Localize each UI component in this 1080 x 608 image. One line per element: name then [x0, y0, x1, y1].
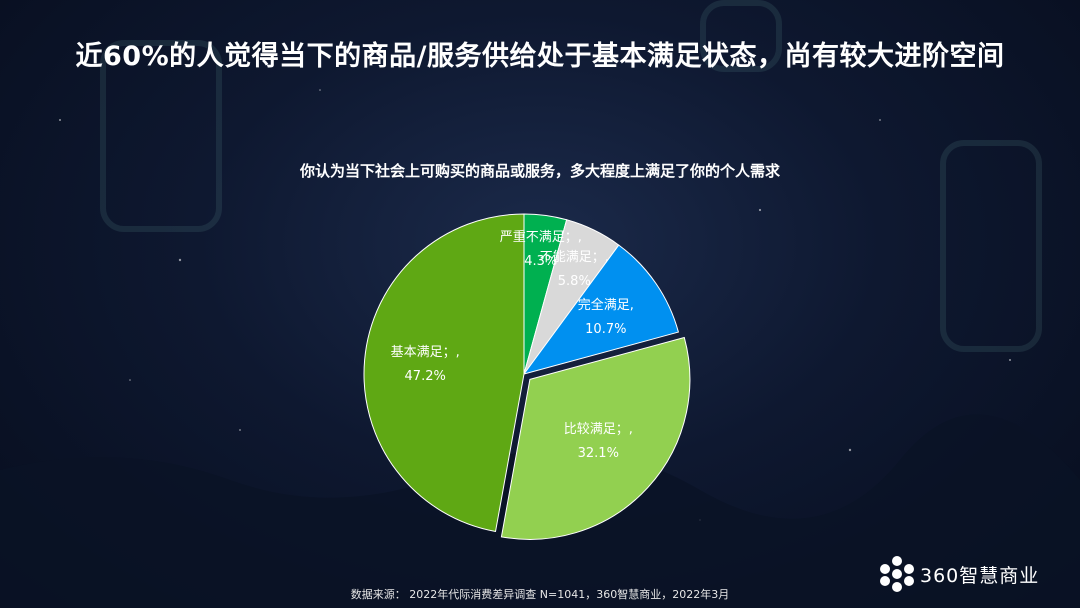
slide-title: 近60%的人觉得当下的商品/服务供给处于基本满足状态，尚有较大进阶空间: [75, 41, 1005, 72]
slice-label: 基本满足；, 47.2%: [391, 341, 460, 389]
slice-label: 完全满足, 10.7%: [578, 294, 634, 342]
slice-category-label: 比较满足；,: [563, 422, 633, 438]
pie-slice: [500, 336, 691, 540]
slice-label: 不能满足；, 5.8%: [540, 246, 609, 294]
slice-value-label: 47.2%: [404, 369, 446, 385]
background-decoration: [700, 0, 782, 72]
brand-logo: 360智慧商业: [878, 556, 1039, 592]
background-decoration: [940, 140, 1042, 352]
slice-category-label: 不能满足；,: [539, 250, 609, 266]
slice-value-label: 5.8%: [557, 274, 591, 290]
slice-value-label: 32.1%: [577, 446, 619, 462]
pie-slice: [363, 213, 525, 533]
logo-text: 360智慧商业: [920, 564, 1040, 587]
data-source-note: 数据来源： 2022年代际消费差异调查 N=1041，360智慧商业，2022年…: [350, 588, 730, 601]
slice-label: 严重不满足；, 4.3%: [500, 226, 582, 274]
slice-category-label: 基本满足；,: [390, 345, 460, 361]
flower-logo-icon: [878, 556, 916, 592]
slice-category-label: 严重不满足；,: [499, 230, 582, 246]
pie-slice: [522, 244, 680, 375]
chart-title: 你认为当下社会上可购买的商品或服务，多大程度上满足了你的个人需求: [299, 162, 780, 180]
slice-label: 比较满足；, 32.1%: [564, 418, 633, 466]
background-decoration: [100, 40, 222, 232]
slice-value-label: 4.3%: [524, 254, 558, 270]
slice-category-label: 完全满足,: [577, 297, 634, 313]
slice-value-label: 10.7%: [585, 321, 627, 337]
